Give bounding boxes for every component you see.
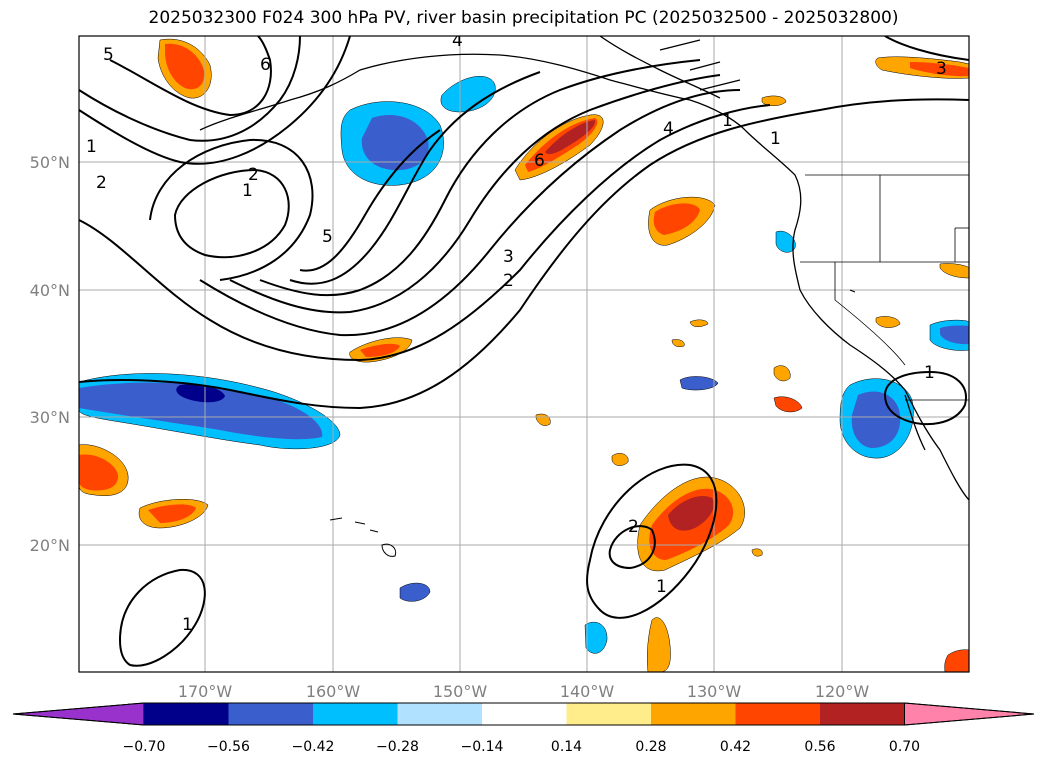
colorbar-tick-label: 0.56 [804, 739, 835, 755]
precip-negative-core [176, 384, 225, 403]
precip-positive-blob [165, 43, 205, 90]
colorbar-segment [566, 703, 651, 725]
precip-positive-blob [910, 62, 969, 77]
lat-label-50n: 50°N [30, 153, 70, 172]
pv-label: 1 [86, 137, 97, 157]
precip-positive-blob [875, 316, 901, 328]
pv-label: 1 [770, 129, 781, 149]
pv-label: 4 [452, 31, 463, 51]
precip-negative-blob [940, 325, 969, 345]
lon-label-120w: 120°W [815, 682, 870, 701]
colorbar-segment [313, 703, 398, 725]
latitude-labels: 50°N 40°N 30°N 20°N [30, 153, 70, 555]
precip-positive-blob [79, 454, 119, 491]
pv-label: 1 [924, 363, 935, 383]
precip-positive-blob [773, 396, 803, 413]
map-background [79, 36, 969, 672]
pv-contours [79, 36, 969, 667]
colorbar-segment [397, 703, 482, 725]
pv-label: 1 [182, 615, 193, 635]
pv-label: 4 [663, 119, 674, 139]
islands [329, 289, 856, 557]
pv-label: 3 [503, 247, 514, 267]
map-frame [78, 35, 970, 673]
precip-positive-blob [689, 319, 709, 327]
colorbar-segment [228, 703, 313, 725]
colorbar-tick-label: 0.14 [551, 739, 582, 755]
colorbar-outline [12, 702, 1035, 726]
precip-negative-blob [679, 376, 719, 391]
pv-label: 6 [260, 55, 271, 75]
precip-negative-blob [399, 582, 431, 602]
lon-label-130w: 130°W [687, 682, 742, 701]
map-gridlines [79, 36, 969, 672]
lat-label-20n: 20°N [30, 536, 70, 555]
colorbar-tick-label: 0.42 [720, 739, 751, 755]
map-title: 2025032300 F024 300 hPa PV, river basin … [148, 8, 899, 28]
colorbar-segment [651, 703, 736, 725]
lon-label-150w: 150°W [433, 682, 488, 701]
pv-label: 3 [936, 59, 947, 79]
colorbar-tick-label: 0.28 [635, 739, 666, 755]
pv-label: 6 [534, 151, 545, 171]
precip-positive-blob [773, 365, 791, 382]
colorbar-tick-labels: −0.70 −0.56 −0.42 −0.28 −0.14 0.14 0.28 … [123, 739, 921, 755]
precip-positive-blob [751, 548, 763, 557]
precip-positive-blob [671, 339, 685, 347]
colorbar-segment [820, 703, 905, 725]
precip-positive-blob [360, 343, 400, 357]
colorbar-tick-label: −0.70 [123, 739, 166, 755]
precip-negative-blob [440, 76, 496, 113]
precip-negative-blob [361, 114, 429, 171]
colorbar-extend-low [12, 702, 145, 726]
lat-label-40n: 40°N [30, 281, 70, 300]
pv-label: 2 [503, 271, 514, 291]
precip-positive-blob [148, 504, 196, 523]
longitude-labels: 170°W 160°W 150°W 140°W 130°W 120°W [178, 682, 870, 701]
pv-label: 5 [103, 45, 114, 65]
colorbar-tick-label: −0.42 [292, 739, 335, 755]
colorbar-extend-high [904, 702, 1035, 726]
colorbar-tick-label: −0.28 [376, 739, 419, 755]
colorbar [12, 702, 1035, 726]
pv-label: 2 [628, 517, 639, 537]
precip-positive-blob [761, 95, 787, 106]
pv-contour-labels: 5 6 4 3 1 2 2 1 1 5 6 4 1 3 2 1 2 1 1 [86, 31, 947, 635]
pv-label: 1 [656, 577, 667, 597]
pv-label: 5 [322, 227, 333, 247]
precip-positive-blob [646, 617, 671, 672]
lat-label-30n: 30°N [30, 408, 70, 427]
precip-positive-core [545, 120, 596, 155]
lon-label-160w: 160°W [306, 682, 361, 701]
precip-positive-blob [939, 263, 969, 279]
precip-positive-blob [653, 203, 700, 235]
colorbar-segment [735, 703, 820, 725]
colorbar-tick-label: −0.14 [461, 739, 504, 755]
coastlines [199, 36, 969, 501]
pv-label: 1 [242, 181, 253, 201]
colorbar-segment [482, 703, 567, 725]
precip-positive-blob [944, 649, 969, 672]
precip-positive-core [668, 495, 715, 531]
lon-label-140w: 140°W [560, 682, 615, 701]
pv-label: 2 [248, 165, 259, 185]
state-borders [800, 174, 969, 401]
pv-label: 1 [722, 111, 733, 131]
colorbar-tick-label: 0.70 [889, 739, 920, 755]
colorbar-segment [144, 703, 229, 725]
precip-negative-blob [584, 621, 608, 654]
lon-label-170w: 170°W [178, 682, 233, 701]
precip-negative-blob [851, 391, 901, 448]
pv-label: 2 [96, 173, 107, 193]
colorbar-tick-label: −0.56 [207, 739, 250, 755]
precip-negative-blob [775, 230, 796, 253]
precip-positive-blob [611, 453, 629, 466]
